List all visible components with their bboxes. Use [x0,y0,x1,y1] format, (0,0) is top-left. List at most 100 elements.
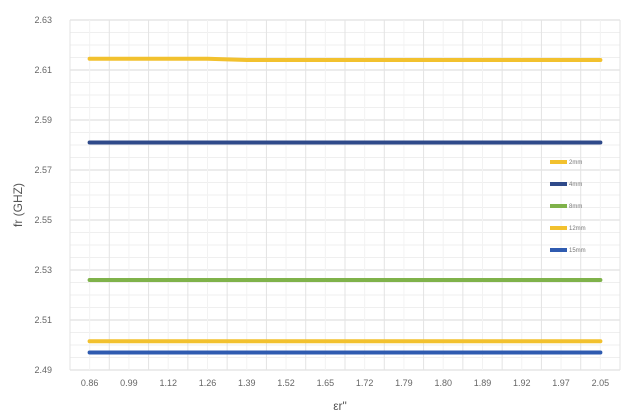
data-point-2mm [559,58,563,62]
data-point-8mm [323,278,327,282]
y-tick-label: 2.59 [34,115,52,125]
legend-label-8mm: 8mm [569,204,582,210]
data-point-12mm [166,339,170,343]
data-point-12mm [205,339,210,343]
data-point-4mm [323,140,327,145]
data-point-15mm [245,350,249,355]
data-point-4mm [598,140,602,145]
x-tick-label: 1.65 [317,378,335,388]
series-line-2mm [87,56,603,62]
data-point-4mm [245,140,249,145]
y-tick-label: 2.63 [34,15,52,25]
data-point-15mm [598,350,602,355]
data-point-8mm [284,278,288,282]
x-tick-label: 1.26 [199,378,217,388]
data-point-12mm [88,339,92,343]
data-point-12mm [284,339,288,343]
data-point-15mm [559,350,563,355]
data-point-2mm [127,57,131,61]
data-point-8mm [480,278,485,282]
data-point-2mm [363,58,367,62]
data-point-8mm [88,278,92,282]
legend: 2mm 4mm 8mm 12mm 15mm [550,160,586,254]
legend-label-12mm: 12mm [569,226,586,232]
data-point-8mm [520,278,524,282]
x-tick-label: 1.39 [238,378,256,388]
y-axis-label: fr (GHZ) [11,183,25,227]
x-axis-label: εr" [333,399,347,413]
x-tick-label: 1.80 [434,378,452,388]
data-point-4mm [88,140,92,145]
data-point-2mm [323,58,327,62]
data-point-2mm [520,58,524,62]
data-point-15mm [284,350,288,355]
data-point-4mm [480,140,485,145]
data-point-15mm [166,350,170,355]
data-point-15mm [205,350,210,355]
data-point-2mm [205,57,210,61]
data-point-8mm [363,278,367,282]
x-tick-label: 2.05 [592,378,610,388]
data-point-15mm [520,350,524,355]
data-point-4mm [127,140,131,145]
data-point-8mm [402,278,406,282]
x-tick-label: 1.12 [159,378,177,388]
data-point-4mm [520,140,524,145]
data-point-15mm [441,350,445,355]
data-point-8mm [127,278,131,282]
data-point-8mm [166,278,170,282]
series-group [87,56,603,355]
data-point-4mm [284,140,288,145]
x-tick-label: 1.92 [513,378,531,388]
data-point-15mm [363,350,367,355]
data-point-2mm [402,58,406,62]
data-point-2mm [245,58,249,62]
data-point-2mm [166,57,170,61]
data-point-4mm [441,140,445,145]
x-tick-label: 1.89 [474,378,492,388]
data-point-12mm [245,339,249,343]
data-point-2mm [441,58,445,62]
y-tick-label: 2.55 [34,215,52,225]
data-point-12mm [441,339,445,343]
data-point-4mm [363,140,367,145]
data-point-2mm [598,58,602,62]
data-point-15mm [127,350,131,355]
data-point-4mm [205,140,210,145]
x-tick-label: 1.79 [395,378,413,388]
x-tick-label: 0.99 [120,378,138,388]
legend-label-4mm: 4mm [569,182,582,188]
y-axis-ticks: 2.49 2.51 2.53 2.55 2.57 2.59 2.61 2.63 [34,15,52,375]
data-point-2mm [284,58,288,62]
data-point-8mm [205,278,210,282]
data-point-15mm [88,350,92,355]
legend-label-2mm: 2mm [569,160,582,166]
data-point-4mm [402,140,406,145]
y-tick-label: 2.49 [34,365,52,375]
y-tick-label: 2.51 [34,315,52,325]
data-point-12mm [520,339,524,343]
data-point-15mm [323,350,327,355]
data-point-12mm [127,339,131,343]
y-tick-label: 2.53 [34,265,52,275]
y-tick-label: 2.61 [34,65,52,75]
x-axis-ticks: 0.86 0.99 1.12 1.26 1.39 1.52 1.65 1.72 1.79 1.80… [81,378,609,388]
data-point-12mm [402,339,406,343]
legend-label-15mm: 15mm [569,248,586,254]
y-tick-label: 2.57 [34,165,52,175]
x-tick-label: 1.97 [552,378,570,388]
data-point-2mm [480,58,485,62]
x-tick-label: 0.86 [81,378,99,388]
data-point-12mm [480,339,485,343]
data-point-12mm [363,339,367,343]
data-point-8mm [559,278,563,282]
data-point-2mm [88,57,92,61]
data-point-4mm [559,140,563,145]
data-point-12mm [559,339,563,343]
data-point-12mm [598,339,602,343]
grid [69,19,621,371]
data-point-8mm [245,278,249,282]
data-point-8mm [598,278,602,282]
data-point-12mm [323,339,327,343]
